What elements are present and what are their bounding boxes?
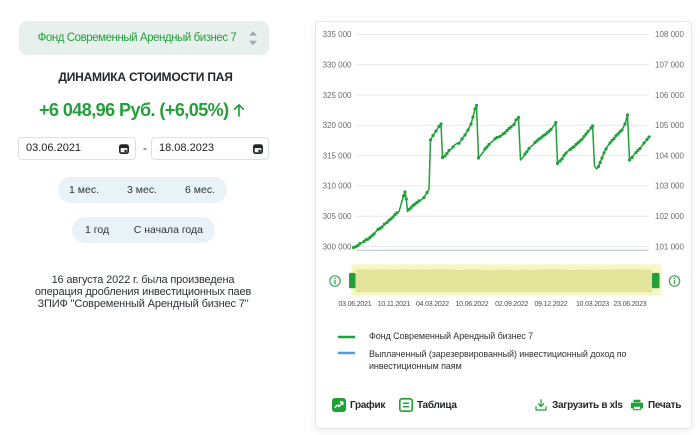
svg-text:102 000: 102 000 [655,212,684,221]
svg-text:10.03.2023: 10.03.2023 [576,301,609,308]
svg-text:315 000: 315 000 [323,151,352,160]
svg-text:09.12.2022: 09.12.2022 [534,301,567,308]
svg-text:104 000: 104 000 [655,151,684,160]
svg-text:101 000: 101 000 [655,242,684,251]
svg-text:105 000: 105 000 [655,121,684,130]
svg-text:325 000: 325 000 [323,91,352,100]
svg-text:02.09.2022: 02.09.2022 [495,301,528,308]
svg-text:106 000: 106 000 [655,91,684,100]
svg-text:10.06.2022: 10.06.2022 [455,301,488,308]
svg-text:330 000: 330 000 [323,61,352,70]
svg-text:310 000: 310 000 [323,182,352,191]
svg-text:103 000: 103 000 [655,182,684,191]
svg-text:320 000: 320 000 [323,121,352,130]
svg-text:03.06.2021: 03.06.2021 [338,301,371,308]
svg-text:23.06.2023: 23.06.2023 [613,301,646,308]
svg-text:108 000: 108 000 [655,30,684,39]
svg-text:04.03.2022: 04.03.2022 [416,301,449,308]
svg-text:305 000: 305 000 [323,212,352,221]
svg-text:335 000: 335 000 [323,30,352,39]
svg-text:10.11.2021: 10.11.2021 [378,301,411,308]
svg-text:107 000: 107 000 [655,61,684,70]
svg-text:300 000: 300 000 [323,242,352,251]
